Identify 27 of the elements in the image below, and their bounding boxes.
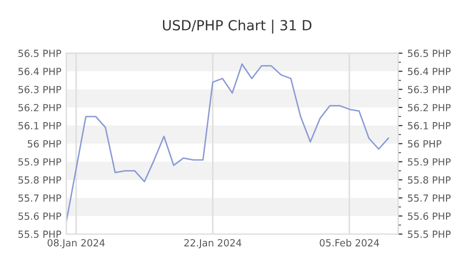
y-tick-label: 56 PHP — [28, 140, 62, 148]
y-tick-label: 56.1 PHP — [18, 122, 62, 130]
y2-tick-label: 56.2 PHP — [408, 104, 451, 112]
y-tick-label: 55.6 PHP — [18, 212, 62, 220]
chart-title: USD/PHP Chart | 31 D — [162, 20, 312, 34]
y2-tick-label: 56 PHP — [408, 140, 442, 148]
y2-tick-label: 56.5 PHP — [408, 50, 451, 58]
y2-tick-label: 55.9 PHP — [408, 158, 451, 166]
y-tick-label: 55.5 PHP — [18, 230, 62, 238]
x-tick-label: 08.Jan 2024 — [48, 239, 105, 248]
y-tick-label: 56.5 PHP — [18, 50, 62, 58]
y2-tick-label: 56.1 PHP — [408, 122, 451, 130]
y2-tick-label: 55.6 PHP — [408, 212, 451, 220]
y-tick-label: 56.4 PHP — [18, 68, 62, 76]
x-tick-label: 22.Jan 2024 — [184, 239, 242, 248]
y2-tick-label: 55.8 PHP — [408, 176, 451, 184]
y2-tick-label: 55.5 PHP — [408, 230, 451, 238]
y2-tick-label: 55.7 PHP — [408, 194, 451, 202]
y2-tick-label: 56.4 PHP — [408, 68, 451, 76]
y-tick-label: 56.3 PHP — [18, 86, 62, 94]
y2-tick-label: 56.3 PHP — [408, 86, 451, 94]
y-tick-label: 55.7 PHP — [18, 194, 62, 202]
line-series — [66, 63, 390, 222]
y-tick-label: 55.9 PHP — [18, 158, 62, 166]
x-tick-label: 05.Feb 2024 — [320, 238, 380, 246]
y-tick-label: 55.8 PHP — [18, 176, 62, 184]
y-tick-label: 56.2 PHP — [18, 104, 62, 112]
